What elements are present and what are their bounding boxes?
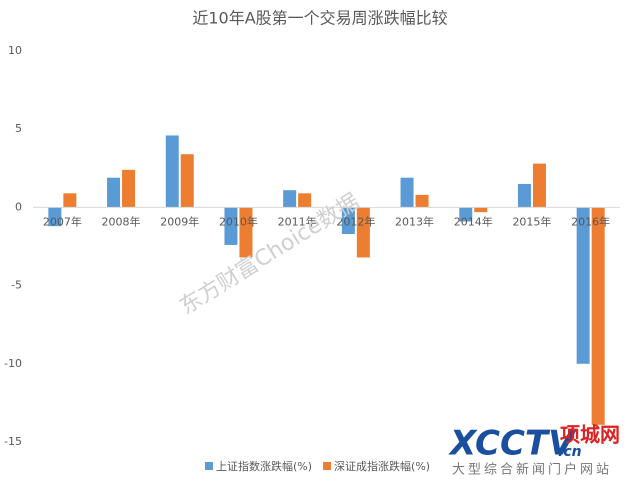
- y-tick-label: -5: [11, 279, 22, 292]
- bar: [298, 193, 312, 208]
- bar: [356, 207, 370, 258]
- plot: -15 -10 -5 0 5 10 2007年 2008年 2009年 2010年 2011年 201…: [4, 44, 620, 448]
- bar: [400, 177, 414, 208]
- bar: [517, 183, 531, 208]
- bar: [576, 207, 590, 364]
- y-tick-label: 0: [15, 200, 22, 213]
- bar: [239, 207, 253, 258]
- bar: [532, 163, 546, 208]
- legend-swatch: [323, 462, 332, 470]
- x-tick-label: 2013年: [395, 214, 434, 228]
- x-tick-label: 2014年: [454, 214, 493, 228]
- bar: [474, 207, 488, 213]
- bar: [48, 207, 62, 227]
- bar: [122, 169, 136, 208]
- x-tick-label: 2010年: [219, 214, 258, 228]
- y-tick-label: -15: [4, 435, 22, 448]
- bar: [180, 154, 194, 208]
- x-tick-label: 2007年: [43, 214, 82, 228]
- legend-label: 深证成指涨跌幅(%): [334, 459, 430, 473]
- x-tick-label: 2009年: [160, 214, 199, 228]
- y-tick-label: 10: [8, 44, 22, 57]
- bar: [165, 135, 179, 208]
- bar: [224, 207, 238, 245]
- bar: [283, 190, 297, 208]
- y-tick-label: -10: [4, 357, 22, 370]
- watermark-brand: XCCTV: [448, 424, 577, 464]
- x-tick-label: 2012年: [336, 214, 375, 228]
- x-tick-label: 2015年: [512, 214, 551, 228]
- bar: [63, 193, 77, 208]
- bar: [459, 207, 473, 222]
- watermark-slogan: 大型综合新闻门户网站: [452, 462, 612, 478]
- watermark-domain: .cn: [558, 444, 582, 460]
- bar: [107, 177, 121, 208]
- bar: [341, 207, 355, 234]
- x-tick-label: 2016年: [571, 214, 610, 228]
- legend-label: 上证指数涨跌幅(%): [216, 459, 312, 473]
- bar: [415, 194, 429, 208]
- watermark-site: 项城网: [560, 423, 620, 447]
- watermark: 东方财富Choice数据: [176, 189, 364, 320]
- legend-swatch: [205, 462, 213, 470]
- bar: [591, 207, 605, 425]
- x-tick-label: 2008年: [102, 214, 141, 228]
- chart-title: 近10年A股第一个交易周涨跌幅比较: [192, 9, 447, 28]
- x-tick-label: 2011年: [278, 214, 317, 228]
- y-tick-label: 5: [15, 122, 22, 135]
